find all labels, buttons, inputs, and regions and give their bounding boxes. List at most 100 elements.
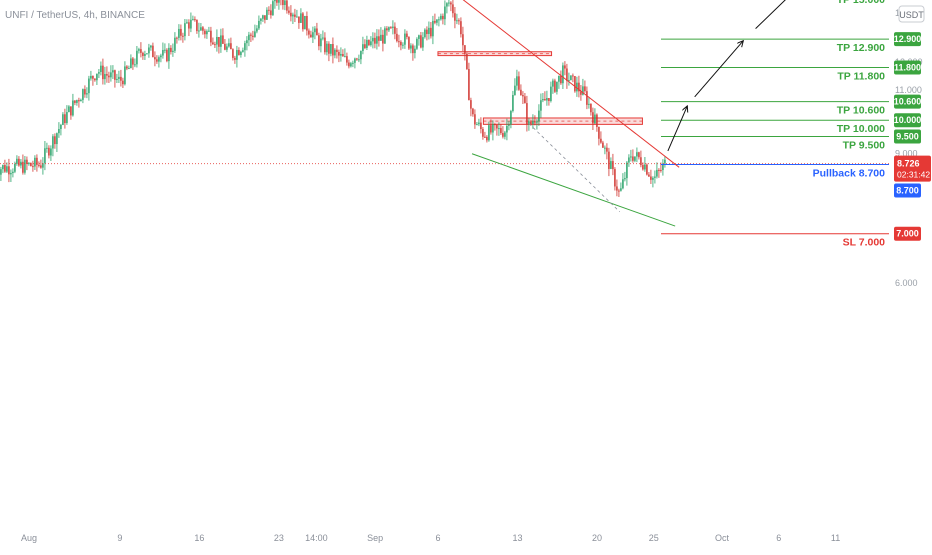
candle-body	[306, 15, 308, 31]
candle-body	[608, 151, 610, 169]
x-tick-label: Oct	[715, 533, 730, 543]
candle-body	[570, 75, 572, 81]
candle-body	[286, 0, 288, 11]
candle-body	[246, 40, 248, 44]
candle-body	[44, 148, 46, 164]
target-label: TP 10.600	[837, 105, 885, 117]
target-price-badge: 11.800	[894, 63, 921, 73]
candle-body	[558, 75, 560, 82]
candle-body	[208, 30, 210, 32]
candle-body	[120, 76, 122, 81]
candle-body	[304, 15, 306, 30]
candle-body	[400, 41, 402, 46]
candle-body	[102, 65, 104, 80]
candle-body	[250, 34, 252, 36]
candle-body	[196, 19, 198, 32]
candle-body	[616, 186, 618, 191]
candle-body	[340, 53, 342, 56]
candle-body	[328, 43, 330, 54]
candle-body	[170, 47, 172, 52]
candle-body	[446, 3, 448, 7]
candle-body	[84, 89, 86, 95]
target-label: TP 9.500	[843, 140, 886, 152]
candle-body	[186, 22, 188, 24]
candle-body	[230, 43, 232, 50]
candle-body	[504, 132, 506, 137]
candle-body	[296, 16, 298, 18]
candle-body	[52, 136, 54, 149]
candle-body	[564, 65, 566, 69]
candle-body	[36, 157, 38, 165]
candle-body	[144, 53, 146, 56]
candle-body	[34, 157, 36, 167]
candle-body	[326, 43, 328, 53]
candle-body	[134, 64, 136, 66]
candle-body	[262, 15, 264, 19]
candle-body	[236, 50, 238, 60]
candle-body	[606, 147, 608, 152]
x-tick-label: 16	[194, 533, 204, 543]
candle-body	[470, 100, 472, 109]
candle-body	[138, 49, 140, 51]
stop-loss-price-badge-bg	[894, 226, 921, 241]
x-tick-label: 6	[435, 533, 440, 543]
x-tick-label: Sep	[367, 533, 383, 543]
candle-body	[174, 37, 176, 51]
target-price-badge-bg	[894, 94, 921, 109]
candle-body	[20, 161, 22, 166]
candle-body	[432, 20, 434, 37]
candle-body	[366, 39, 368, 48]
candle-body	[412, 45, 414, 54]
currency-button[interactable]: USDT	[898, 5, 925, 23]
candle-body	[474, 114, 476, 125]
candle-body	[636, 152, 638, 157]
candle-body	[392, 26, 394, 28]
candle-body	[122, 80, 124, 85]
candle-body	[362, 44, 364, 52]
candle-body	[622, 179, 624, 189]
candle-body	[544, 98, 546, 101]
candle-body	[650, 176, 652, 180]
candle-body	[330, 44, 332, 54]
candle-body	[508, 124, 510, 126]
candle-body	[382, 34, 384, 44]
target-price-badge-bg	[894, 129, 921, 144]
candle-body	[78, 100, 80, 102]
candle-body	[624, 178, 626, 180]
candle-body	[232, 49, 234, 58]
candle-body	[370, 41, 372, 46]
candle-body	[572, 75, 574, 77]
candle-body	[126, 66, 128, 69]
candle-body	[376, 36, 378, 44]
candle-body	[586, 91, 588, 105]
candle-body	[288, 10, 290, 13]
candle-body	[632, 156, 634, 161]
candle-body	[184, 23, 186, 37]
candle-body	[210, 30, 212, 43]
candle-body	[212, 42, 214, 45]
candle-body	[158, 57, 160, 62]
candle-body	[28, 163, 30, 165]
candle-body	[112, 70, 114, 73]
y-tick-label: 6.000	[895, 278, 918, 288]
candle-body	[190, 19, 192, 29]
candle-body	[226, 46, 228, 50]
candle-body	[506, 125, 508, 133]
x-tick-label: 25	[649, 533, 659, 543]
candle-body	[180, 28, 182, 36]
candle-body	[528, 121, 530, 125]
candle-body	[224, 43, 226, 50]
candle-body	[416, 38, 418, 49]
candle-body	[254, 31, 256, 37]
candle-body	[242, 50, 244, 52]
candle-body	[614, 169, 616, 187]
candle-body	[450, 2, 452, 5]
candle-body	[660, 169, 662, 171]
target-price-badge: 12.900	[894, 34, 922, 44]
candle-body	[394, 26, 396, 34]
candle-body	[218, 36, 220, 47]
candle-body	[418, 35, 420, 39]
candle-body	[520, 89, 522, 95]
y-tick-label: 9.000	[895, 149, 918, 159]
